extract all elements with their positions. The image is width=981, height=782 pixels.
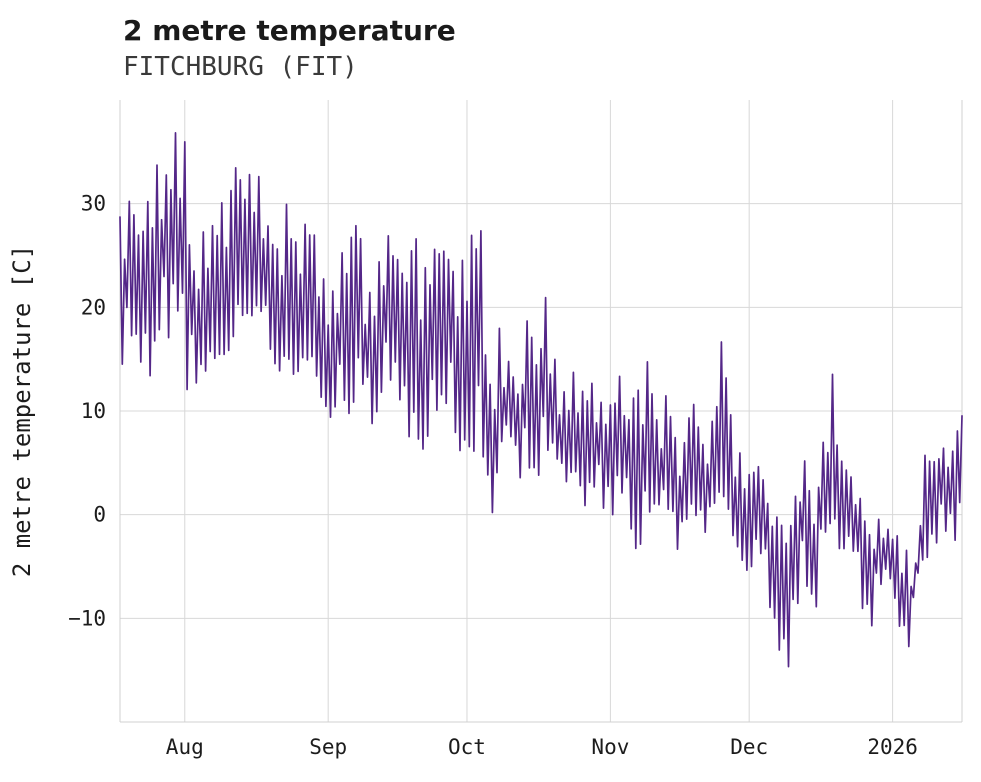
x-tick-label: 2026 (867, 735, 918, 759)
x-tick-label: Aug (166, 735, 204, 759)
chart-title: 2 metre temperature (123, 14, 456, 47)
x-tick-label: Sep (309, 735, 347, 759)
y-tick-label: −10 (68, 606, 106, 630)
x-tick-label: Dec (730, 735, 768, 759)
y-tick-label: 10 (81, 399, 106, 423)
chart-subtitle: FITCHBURG (FIT) (123, 52, 358, 82)
y-tick-label: 20 (81, 295, 106, 319)
y-tick-label: 30 (81, 192, 106, 216)
grid-lines (119, 100, 963, 723)
x-tick-label: Oct (448, 735, 486, 759)
axis-ticks: −10 0 10 20 30 Aug Sep Oct Nov Dec 2026 (68, 192, 918, 759)
y-tick-label: 0 (93, 503, 106, 527)
x-tick-label: Nov (591, 735, 629, 759)
temperature-line (119, 132, 963, 668)
y-axis-label: 2 metre temperature [C] (8, 245, 36, 577)
